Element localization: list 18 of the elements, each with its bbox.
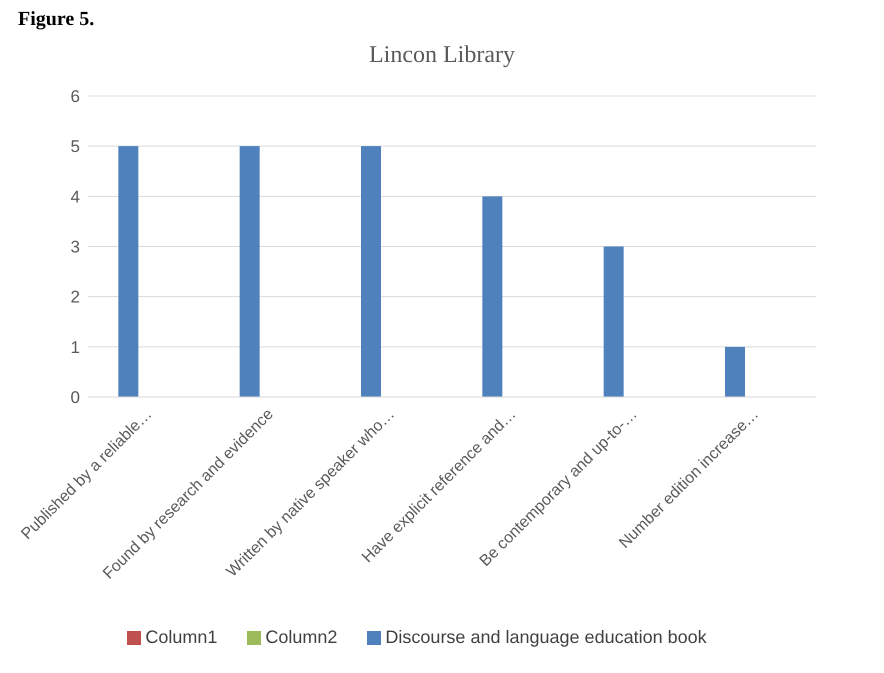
bar	[482, 196, 502, 397]
y-tick-label: 1	[70, 338, 80, 357]
bar	[118, 146, 138, 397]
bar	[361, 146, 381, 397]
bar	[604, 246, 624, 397]
y-tick-label: 5	[70, 137, 80, 156]
y-tick-label: 4	[70, 187, 80, 206]
y-tick-label: 3	[70, 238, 80, 257]
chart-title: Lincon Library	[368, 42, 516, 69]
y-tick-label: 6	[70, 87, 80, 106]
y-tick-label: 2	[70, 288, 80, 307]
legend-label: Column2	[265, 627, 338, 647]
caption: Figure 5.	[18, 8, 94, 31]
bar	[240, 146, 260, 397]
legend-label: Discourse and language education book	[385, 627, 707, 647]
legend-label: Column1	[145, 627, 218, 647]
y-tick-label: 0	[70, 388, 80, 408]
bar	[725, 346, 745, 397]
